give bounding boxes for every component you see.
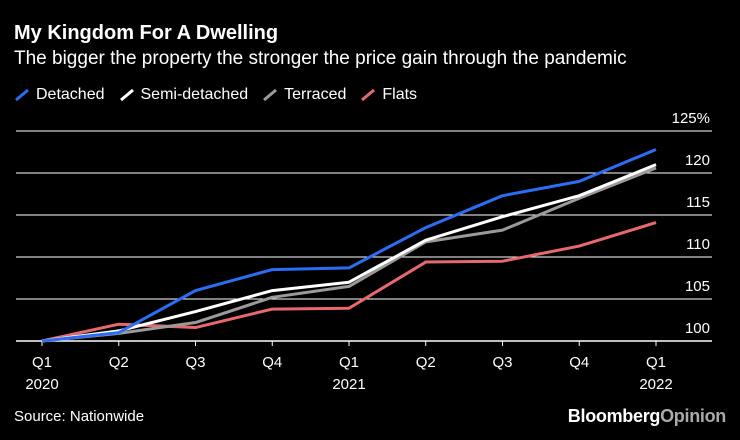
legend-swatch-icon bbox=[119, 88, 134, 102]
legend-label: Detached bbox=[36, 86, 105, 103]
y-tick-label: 120 bbox=[685, 152, 710, 169]
series-line-terraced bbox=[41, 166, 657, 343]
y-tick-label: 100 bbox=[685, 320, 710, 337]
brand-logo: BloombergOpinion bbox=[567, 406, 727, 427]
x-year-label: 2021 bbox=[332, 376, 365, 393]
x-year-label: 2022 bbox=[639, 376, 672, 393]
series-line-detached bbox=[41, 148, 657, 343]
legend-item: Semi-detached bbox=[119, 86, 249, 104]
y-tick-label: 125% bbox=[672, 110, 710, 127]
x-tick-label: Q4 bbox=[262, 354, 282, 371]
legend-label: Semi-detached bbox=[140, 86, 249, 103]
x-tick-label: Q2 bbox=[416, 354, 436, 371]
x-tick-label: Q1 bbox=[646, 354, 666, 371]
legend-item: Terraced bbox=[262, 86, 346, 104]
x-tick-label: Q4 bbox=[569, 354, 589, 371]
legend-label: Terraced bbox=[284, 86, 347, 103]
x-tick-label: Q1 bbox=[339, 354, 359, 371]
x-year-label: 2020 bbox=[25, 376, 58, 393]
brand-part2: Opinion bbox=[660, 406, 726, 426]
legend-item: Detached bbox=[14, 86, 105, 104]
chart-title: My Kingdom For A Dwelling bbox=[14, 22, 279, 44]
source-note: Source: Nationwide bbox=[14, 408, 145, 425]
legend-item: Flats bbox=[360, 86, 417, 104]
legend: Detached Semi-detached Terraced Flats bbox=[14, 86, 417, 104]
series-line-semi-detached bbox=[41, 163, 657, 343]
x-tick-label: Q3 bbox=[492, 354, 512, 371]
legend-swatch-icon bbox=[15, 88, 29, 102]
chart-subtitle: The bigger the property the stronger the… bbox=[14, 48, 627, 69]
x-tick-label: Q2 bbox=[109, 354, 129, 371]
legend-label: Flats bbox=[382, 86, 418, 103]
y-tick-label: 110 bbox=[686, 236, 710, 253]
legend-swatch-icon bbox=[263, 88, 278, 102]
x-tick-label: Q3 bbox=[185, 354, 205, 371]
legend-swatch-icon bbox=[361, 88, 376, 102]
brand-part1: Bloomberg bbox=[567, 406, 661, 426]
y-tick-label: 115 bbox=[686, 194, 710, 211]
x-tick-label: Q1 bbox=[32, 354, 52, 371]
y-tick-label: 105 bbox=[685, 278, 710, 295]
